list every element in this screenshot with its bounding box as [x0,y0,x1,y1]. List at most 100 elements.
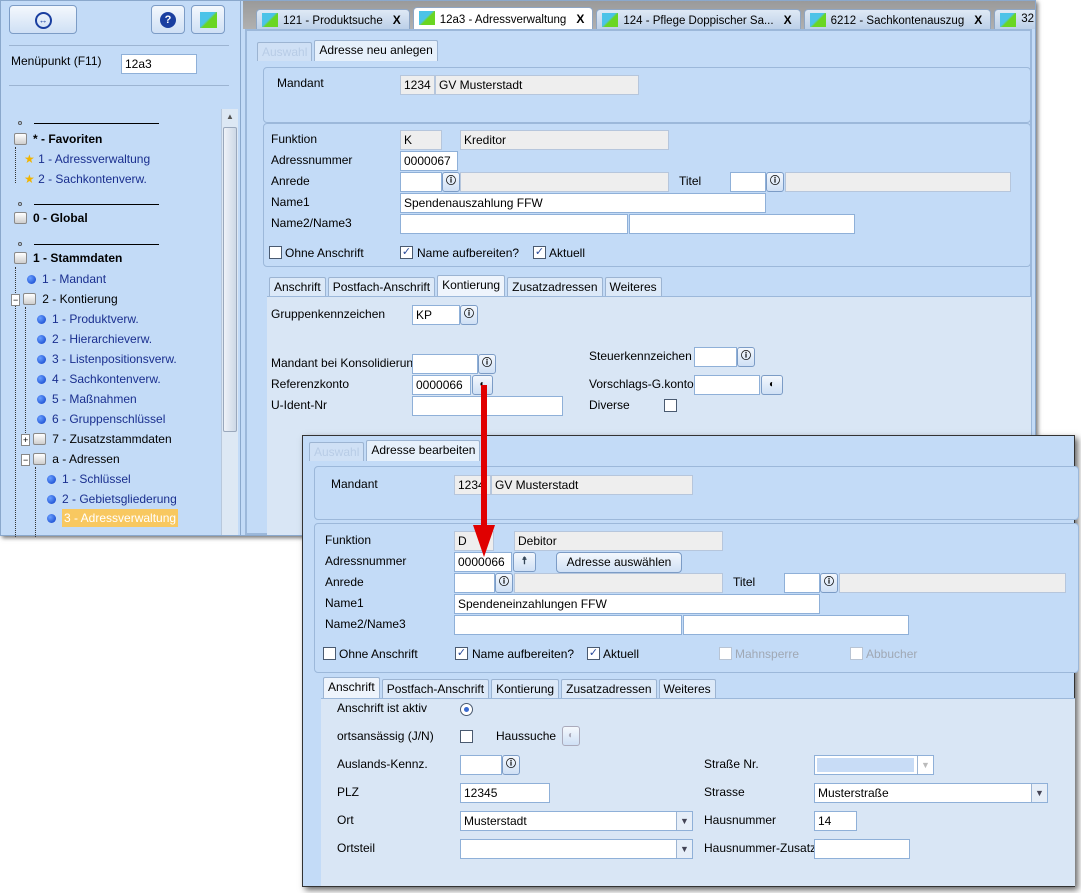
name3-input[interactable] [683,615,909,635]
tab-anschrift[interactable]: Anschrift [269,277,326,296]
tree-item-stammdaten[interactable]: 1 - Stammdaten [14,251,122,265]
tree-item-kontierung[interactable]: −2 - Kontierung [11,292,118,306]
anrede-input[interactable] [400,172,442,192]
tree-item-zusatz[interactable]: +7 - Zusatzstammdaten [21,432,172,446]
anrede-lookup-button[interactable]: ⓘ [495,573,513,593]
ortsteil-combo[interactable]: ▼ [460,839,693,859]
funktion-input[interactable]: K [400,130,442,150]
tab-postfach[interactable]: Postfach-Anschrift [327,277,436,296]
plz-input[interactable]: 12345 [460,783,550,803]
tab-kontierung[interactable]: Kontierung [491,679,560,698]
chevron-down-icon[interactable]: ▼ [1031,784,1047,802]
diverse-checkbox[interactable] [664,399,677,412]
titel-input[interactable] [784,573,820,593]
subtab-auswahl[interactable]: Auswahl [257,42,313,61]
tree-item-global[interactable]: 0 - Global [14,211,88,225]
vorschlag-search-button[interactable]: ◐ [761,375,783,395]
abbucher-checkbox[interactable] [850,647,863,660]
hausnr-input[interactable]: 14 [814,811,857,831]
name1-input[interactable]: Spendeneinzahlungen FFW [454,594,820,614]
steuer-input[interactable] [694,347,737,367]
konsol-input[interactable] [412,354,478,374]
tree-item-adressen[interactable]: − a - Adressen [21,452,120,466]
subtab-bearbeiten[interactable]: Adresse bearbeiten [366,440,481,461]
chevron-down-icon[interactable]: ▼ [676,840,692,858]
ohne-anschrift-checkbox[interactable] [269,246,282,259]
name2-input[interactable] [454,615,682,635]
uident-input[interactable] [412,396,563,416]
auslands-input[interactable] [460,755,502,775]
tree-item-fav2[interactable]: ★ 2 - Sachkontenverw. [24,172,147,186]
name1-input[interactable]: Spendenauszahlung FFW [400,193,766,213]
tab-anschrift[interactable]: Anschrift [323,677,380,698]
haussuche-button[interactable]: ◐ [562,726,580,746]
adressnummer-input[interactable]: 0000067 [400,151,458,171]
tree-item-favoriten[interactable]: * - Favoriten [14,132,102,146]
chevron-down-icon[interactable]: ▼ [917,756,933,774]
subtab-neu-anlegen[interactable]: Adresse neu anlegen [314,40,438,61]
aktuell-checkbox[interactable]: ✓ [533,246,546,259]
tree-item-k4[interactable]: 4 - Sachkontenverw. [37,372,161,386]
tree-item-mandant[interactable]: 1 - Mandant [27,272,106,286]
gruppen-lookup-button[interactable]: ⓘ [460,305,478,325]
name3-input[interactable] [629,214,855,234]
steuer-lookup-button[interactable]: ⓘ [737,347,755,367]
ohne-anschrift-checkbox[interactable] [323,647,336,660]
ort-combo[interactable]: Musterstadt ▼ [460,811,693,831]
tree-scrollbar[interactable]: ▲ [221,109,238,535]
close-icon[interactable]: X [576,12,585,26]
ortsansaessig-checkbox[interactable] [460,730,473,743]
name2-input[interactable] [400,214,628,234]
tree-item-k1[interactable]: 1 - Produktverw. [37,312,139,326]
strasse-combo[interactable]: Musterstraße ▼ [814,783,1048,803]
tree-item-a3-selected[interactable]: 3 - Adressverwaltung [47,509,179,527]
tree-item-a2[interactable]: 2 - Gebietsgliederung [47,492,177,506]
tree-item-fav1[interactable]: ★ 1 - Adressverwaltung [24,152,151,166]
subtab-auswahl[interactable]: Auswahl [309,442,365,461]
auslands-lookup-button[interactable]: ⓘ [502,755,520,775]
tab-tage[interactable]: 32 - Tage [994,9,1035,29]
address-info-button[interactable]: ☨ [513,552,536,572]
expand-icon[interactable]: + [21,434,31,446]
name-aufbereiten-checkbox[interactable]: ✓ [455,647,468,660]
titel-lookup-button[interactable]: ⓘ [766,172,784,192]
tab-adressverwaltung[interactable]: 12a3 - Adressverwaltung X [412,7,594,29]
close-icon[interactable]: X [974,13,983,27]
tab-pflege[interactable]: 124 - Pflege Doppischer Sa... X [596,9,801,29]
strassenr-combo[interactable]: ▼ [814,755,934,775]
chevron-down-icon[interactable]: ▼ [676,812,692,830]
referenz-input[interactable]: 0000066 [412,375,471,395]
titel-input[interactable] [730,172,766,192]
close-icon[interactable]: X [783,13,792,27]
aktuell-checkbox[interactable]: ✓ [587,647,600,660]
anschrift-aktiv-radio[interactable] [460,703,473,716]
close-icon[interactable]: X [392,13,401,27]
tab-postfach[interactable]: Postfach-Anschrift [381,679,490,698]
tab-sachkontenauszug[interactable]: 6212 - Sachkontenauszug X [803,9,992,29]
menu-input[interactable]: 12a3 [121,54,197,74]
tab-weiteres[interactable]: Weiteres [604,277,662,296]
anrede-input[interactable] [454,573,495,593]
tab-zusatzadressen[interactable]: Zusatzadressen [561,679,657,698]
help-button[interactable]: ? [151,5,185,34]
module-button[interactable] [191,5,225,34]
vorschlag-input[interactable] [694,375,760,395]
tree-item-k6[interactable]: 6 - Gruppenschlüssel [37,412,165,426]
mahnsperre-checkbox[interactable] [719,647,732,660]
collapse-icon[interactable]: − [11,294,21,306]
tree-item-k5[interactable]: 5 - Maßnahmen [37,392,137,406]
tree-item-k3[interactable]: 3 - Listenpositionsverw. [37,352,177,366]
swap-button[interactable]: ↔ [9,5,77,34]
scroll-thumb[interactable] [223,127,237,432]
konsol-lookup-button[interactable]: ⓘ [478,354,496,374]
tab-kontierung[interactable]: Kontierung [437,275,506,296]
gruppen-input[interactable]: KP [412,305,460,325]
collapse-icon[interactable]: − [21,454,31,466]
tree-item-k2[interactable]: 2 - Hierarchieverw. [37,332,152,346]
anrede-lookup-button[interactable]: ⓘ [442,172,460,192]
adresse-auswaehlen-button[interactable]: Adresse auswählen [556,552,682,573]
hausnrzusatz-input[interactable] [814,839,910,859]
tab-produktsuche[interactable]: 121 - Produktsuche X [256,9,410,29]
tab-weiteres[interactable]: Weiteres [658,679,716,698]
tree-item-a1[interactable]: 1 - Schlüssel [47,472,131,486]
